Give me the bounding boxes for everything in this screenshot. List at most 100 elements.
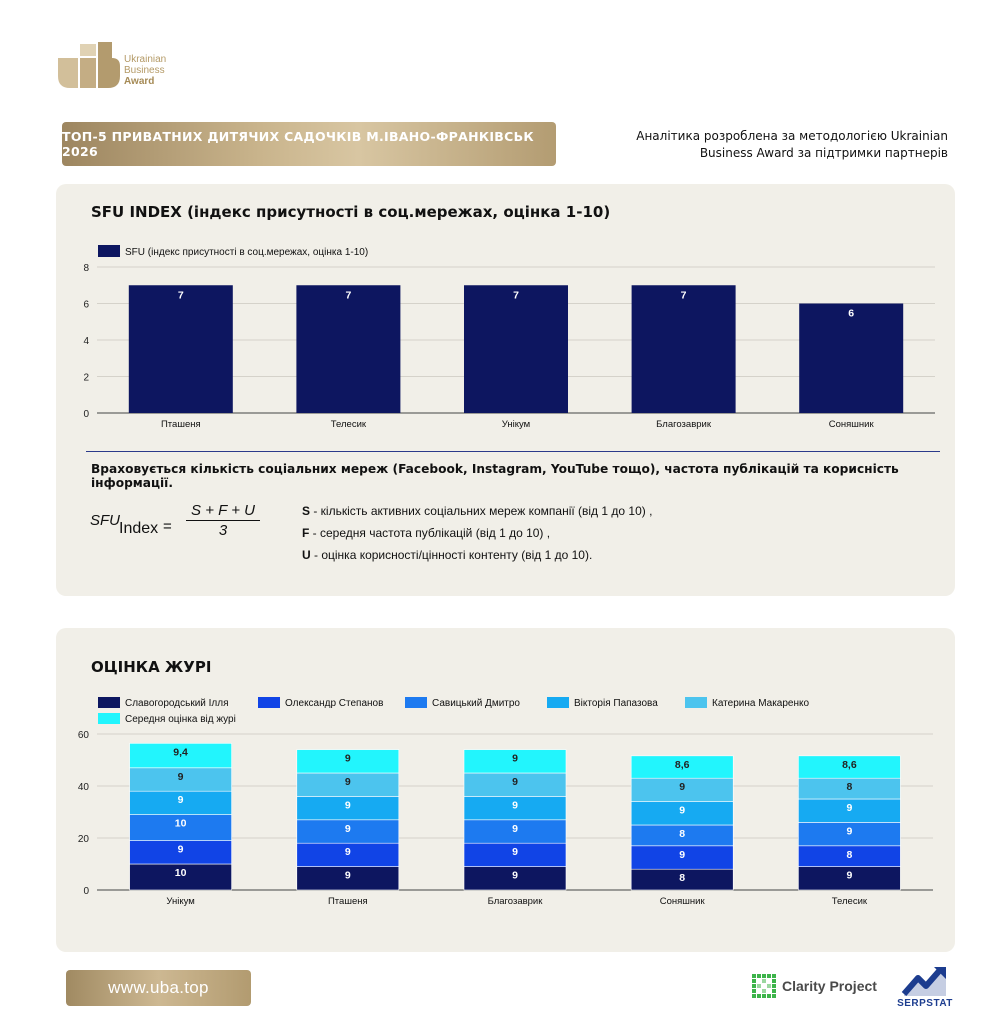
formula-definitions: S - кількість активних соціальних мереж … (302, 500, 652, 566)
formula-denominator: 3 (218, 522, 228, 539)
bar-value-label: 7 (345, 289, 351, 301)
bar (464, 285, 568, 413)
segment-value-label: 9 (846, 825, 852, 837)
page-title: ТОП-5 ПРИВАТНИХ ДИТЯЧИХ САДОЧКІВ М.ІВАНО… (62, 129, 534, 159)
definition-s: S - кількість активних соціальних мереж … (302, 500, 652, 522)
formula-equals: = (163, 518, 172, 535)
segment-value-label: 9 (846, 802, 852, 814)
definition-u: U - оцінка корисності/цінності контенту … (302, 544, 652, 566)
logo-line-1: Ukrainian (124, 54, 167, 65)
y-tick-label: 0 (83, 409, 89, 420)
sfu-description: Враховується кількість соціальних мереж … (91, 462, 899, 490)
legend-swatch (547, 697, 569, 708)
legend-swatch (405, 697, 427, 708)
stack-segment (463, 749, 567, 774)
y-tick-label: 2 (83, 373, 89, 384)
stack-segment (129, 814, 232, 841)
segment-value-label: 9 (512, 870, 518, 882)
clarity-project-name: Clarity Project (782, 978, 877, 994)
x-tick-label: Пташеня (328, 896, 368, 907)
segment-value-label: 8,6 (842, 759, 857, 771)
definition-text: - середня частота публікацій (від 1 до 1… (309, 526, 551, 540)
segment-value-label: 9 (846, 870, 852, 882)
y-tick-label: 60 (78, 730, 90, 741)
y-tick-label: 4 (83, 336, 89, 347)
sfu-section-title: SFU INDEX (індекс присутності в соц.мере… (91, 203, 611, 221)
legend-label: Олександр Степанов (285, 698, 383, 709)
segment-value-label: 9 (345, 846, 351, 858)
segment-value-label: 9 (679, 849, 685, 861)
segment-value-label: 8,6 (675, 759, 690, 771)
stack-segment (630, 755, 734, 779)
segment-value-label: 9 (512, 799, 518, 811)
legend-swatch (98, 245, 120, 257)
definition-key: S (302, 504, 311, 518)
legend-swatch (98, 697, 120, 708)
segment-value-label: 8 (846, 849, 852, 861)
segment-value-label: 9 (345, 823, 351, 835)
stack-segment (296, 749, 400, 774)
definition-f: F - середня частота публікацій (від 1 до… (302, 522, 652, 544)
segment-value-label: 9 (512, 776, 518, 788)
formula-numerator: S + F + U (186, 502, 260, 521)
sfu-formula: SFU Index = S + F + U 3 (90, 502, 270, 552)
segment-value-label: 9 (679, 805, 685, 817)
logo-line-3: Award (124, 76, 155, 87)
stack-segment (798, 755, 901, 779)
segment-value-label: 9 (512, 753, 518, 765)
y-tick-label: 20 (78, 834, 90, 845)
y-tick-label: 40 (78, 782, 90, 793)
serpstat-name: SERPSTAT (897, 998, 953, 1009)
website-link-button[interactable]: www.uba.top (66, 970, 251, 1006)
y-tick-label: 0 (83, 886, 89, 897)
methodology-note: Аналітика розроблена за методологією Ukr… (636, 129, 948, 160)
segment-value-label: 8 (846, 781, 852, 793)
stack-segment (129, 863, 232, 891)
segment-value-label: 9 (345, 870, 351, 882)
bar-value-label: 7 (178, 289, 184, 301)
segment-value-label: 9 (512, 823, 518, 835)
section-divider (86, 451, 940, 452)
segment-value-label: 10 (175, 818, 187, 830)
uba-logo-icon (58, 42, 120, 88)
sfu-index-panel: SFU INDEX (індекс присутності в соц.мере… (56, 184, 955, 596)
segment-value-label: 9 (178, 794, 184, 806)
definition-key: U (302, 548, 311, 562)
bar (296, 285, 401, 413)
formula-lhs: SFU (90, 512, 120, 529)
clarity-project-logo: Clarity Project (752, 972, 877, 1000)
definition-text: - оцінка корисності/цінності контенту (в… (310, 548, 593, 562)
bar-value-label: 7 (681, 289, 687, 301)
segment-value-label: 9 (345, 753, 351, 765)
legend-label: Славогородський Ілля (125, 698, 229, 709)
segment-value-label: 8 (679, 872, 685, 884)
segment-value-label: 9 (512, 846, 518, 858)
bar (128, 285, 233, 413)
x-tick-label: Телесик (832, 896, 868, 907)
definition-text: - кількість активних соціальних мереж ко… (310, 504, 653, 518)
segment-value-label: 9,4 (173, 746, 188, 758)
serpstat-logo: SERPSTAT (892, 964, 958, 1014)
clarity-grid-icon (752, 974, 776, 998)
definition-key: F (302, 526, 310, 540)
legend-label: Катерина Макаренко (712, 698, 809, 709)
stack-segment (129, 743, 232, 769)
logo-wordmark: Ukrainian Business Award (124, 54, 166, 87)
logo-line-2: Business (124, 65, 165, 76)
legend-label: Савицький Дмитро (432, 698, 520, 709)
segment-value-label: 9 (345, 776, 351, 788)
legend-swatch (98, 713, 120, 724)
y-tick-label: 6 (83, 300, 89, 311)
bar-value-label: 6 (848, 308, 854, 320)
ukrainian-business-award-logo: Ukrainian Business Award (56, 36, 186, 92)
x-tick-label: Соняшник (660, 896, 706, 907)
legend-label: Середня оцінка від журі (125, 714, 236, 725)
segment-value-label: 9 (679, 781, 685, 793)
x-tick-label: Унікум (502, 419, 530, 430)
segment-value-label: 9 (345, 799, 351, 811)
segment-value-label: 9 (178, 771, 184, 783)
legend-swatch (685, 697, 707, 708)
sfu-bar-chart: 0 2 4 6 8 SFU (індекс присутності в соц.мереж… (83, 245, 935, 430)
x-tick-label: Телесик (331, 419, 367, 430)
jury-score-panel: ОЦІНКА ЖУРІ 0 20 40 60 Славогородський Ілля О… (56, 628, 955, 952)
